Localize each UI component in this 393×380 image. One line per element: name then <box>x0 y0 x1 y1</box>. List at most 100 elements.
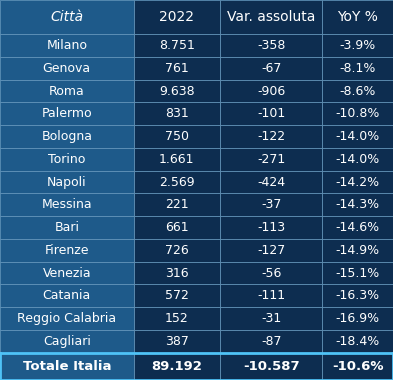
Bar <box>134 330 220 353</box>
Text: -87: -87 <box>261 335 281 348</box>
Text: 8.751: 8.751 <box>159 39 195 52</box>
Bar <box>0 0 134 34</box>
Bar <box>0 193 134 216</box>
Bar <box>322 80 393 102</box>
Text: Napoli: Napoli <box>47 176 86 188</box>
Text: -16.3%: -16.3% <box>336 289 380 302</box>
Bar <box>220 102 322 125</box>
Text: -10.6%: -10.6% <box>332 360 384 373</box>
Text: -18.4%: -18.4% <box>336 335 380 348</box>
Text: -14.2%: -14.2% <box>336 176 380 188</box>
Text: Cagliari: Cagliari <box>43 335 91 348</box>
Bar <box>322 0 393 34</box>
Bar <box>134 171 220 193</box>
Text: 89.192: 89.192 <box>151 360 202 373</box>
Bar <box>220 330 322 353</box>
Text: 2022: 2022 <box>159 10 195 24</box>
Bar <box>0 102 134 125</box>
Bar <box>0 125 134 148</box>
Bar <box>134 0 220 34</box>
Text: -67: -67 <box>261 62 281 75</box>
Text: -906: -906 <box>257 84 285 98</box>
Bar <box>220 0 322 34</box>
Bar <box>220 216 322 239</box>
Bar <box>134 125 220 148</box>
Bar <box>322 171 393 193</box>
Bar <box>220 353 322 380</box>
Bar <box>134 80 220 102</box>
Bar <box>220 80 322 102</box>
Text: Bari: Bari <box>54 221 79 234</box>
Bar <box>0 80 134 102</box>
Text: -8.6%: -8.6% <box>340 84 376 98</box>
Bar <box>0 216 134 239</box>
Text: -358: -358 <box>257 39 285 52</box>
Text: -31: -31 <box>261 312 281 325</box>
Bar <box>134 148 220 171</box>
Bar <box>134 102 220 125</box>
Bar <box>0 34 134 57</box>
Text: 661: 661 <box>165 221 189 234</box>
Text: -16.9%: -16.9% <box>336 312 380 325</box>
Text: Torino: Torino <box>48 153 86 166</box>
Text: Palermo: Palermo <box>42 107 92 120</box>
Text: -271: -271 <box>257 153 285 166</box>
Bar <box>0 171 134 193</box>
Bar <box>134 57 220 80</box>
Text: 831: 831 <box>165 107 189 120</box>
Text: 9.638: 9.638 <box>159 84 195 98</box>
Text: -14.0%: -14.0% <box>336 153 380 166</box>
Bar <box>220 239 322 262</box>
Text: Milano: Milano <box>46 39 87 52</box>
Text: 750: 750 <box>165 130 189 143</box>
Bar <box>322 193 393 216</box>
Text: 761: 761 <box>165 62 189 75</box>
Bar <box>0 307 134 330</box>
Text: -424: -424 <box>257 176 285 188</box>
Text: -113: -113 <box>257 221 285 234</box>
Text: Catania: Catania <box>43 289 91 302</box>
Bar <box>220 34 322 57</box>
Text: 726: 726 <box>165 244 189 257</box>
Text: Messina: Messina <box>42 198 92 211</box>
Text: 387: 387 <box>165 335 189 348</box>
Bar <box>134 193 220 216</box>
Text: -14.9%: -14.9% <box>336 244 380 257</box>
Bar <box>0 262 134 285</box>
Bar <box>322 57 393 80</box>
Bar <box>0 57 134 80</box>
Bar <box>134 216 220 239</box>
Text: -15.1%: -15.1% <box>336 266 380 280</box>
Bar <box>0 148 134 171</box>
Bar <box>220 285 322 307</box>
Text: -127: -127 <box>257 244 285 257</box>
Text: Città: Città <box>50 10 83 24</box>
Text: 316: 316 <box>165 266 189 280</box>
Text: YoY %: YoY % <box>337 10 378 24</box>
Text: -111: -111 <box>257 289 285 302</box>
Text: Var. assoluta: Var. assoluta <box>227 10 315 24</box>
Text: Genova: Genova <box>43 62 91 75</box>
Bar <box>0 239 134 262</box>
Text: Reggio Calabria: Reggio Calabria <box>17 312 116 325</box>
Bar <box>220 193 322 216</box>
Bar <box>0 330 134 353</box>
Bar <box>322 125 393 148</box>
Bar <box>322 307 393 330</box>
Bar <box>134 353 220 380</box>
Bar <box>220 171 322 193</box>
Bar <box>322 216 393 239</box>
Text: -14.3%: -14.3% <box>336 198 380 211</box>
Bar <box>220 125 322 148</box>
Text: -8.1%: -8.1% <box>340 62 376 75</box>
Bar <box>0 285 134 307</box>
Bar <box>0 353 134 380</box>
Text: -122: -122 <box>257 130 285 143</box>
Bar <box>134 262 220 285</box>
Bar <box>220 262 322 285</box>
Text: -14.6%: -14.6% <box>336 221 380 234</box>
Text: -10.587: -10.587 <box>243 360 299 373</box>
Bar <box>322 330 393 353</box>
Bar <box>322 102 393 125</box>
Text: 152: 152 <box>165 312 189 325</box>
